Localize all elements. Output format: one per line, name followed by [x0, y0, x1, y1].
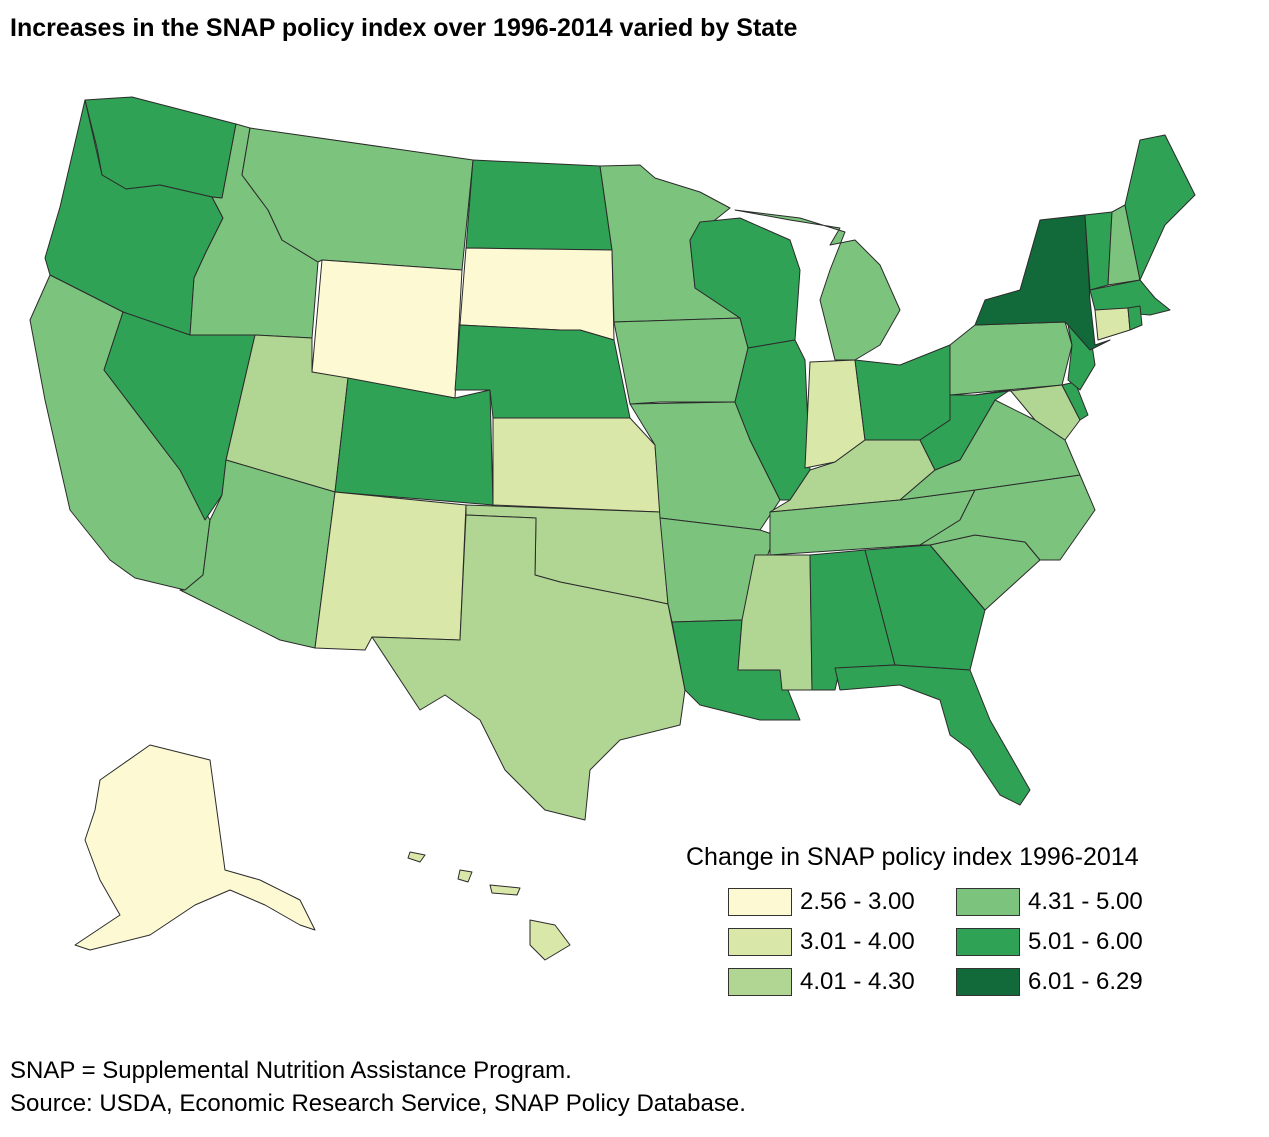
legend-item: 4.31 - 5.00	[956, 887, 1143, 917]
state-hi[interactable]	[407, 851, 571, 961]
state-fl[interactable]	[834, 664, 1031, 806]
legend: Change in SNAP policy index 1996-2014 2.…	[686, 843, 1143, 996]
legend-swatch	[956, 928, 1020, 956]
state-ri[interactable]	[1127, 305, 1143, 331]
legend-label: 4.01 - 4.30	[800, 968, 915, 995]
legend-swatch	[956, 968, 1020, 996]
legend-label: 5.01 - 6.00	[1028, 928, 1143, 955]
map-title: Increases in the SNAP policy index over …	[10, 14, 798, 42]
state-nc[interactable]	[919, 474, 1096, 561]
state-ak[interactable]	[74, 744, 316, 951]
state-nm[interactable]	[314, 491, 467, 651]
legend-swatch	[728, 968, 792, 996]
state-tx[interactable]	[371, 514, 686, 821]
footnote: SNAP = Supplemental Nutrition Assistance…	[10, 1057, 572, 1084]
state-co[interactable]	[334, 377, 494, 506]
state-oh[interactable]	[854, 344, 951, 441]
state-me[interactable]	[1124, 134, 1196, 281]
state-mt[interactable]	[241, 127, 474, 271]
legend-swatch	[728, 928, 792, 956]
legend-item: 4.01 - 4.30	[728, 967, 915, 997]
legend-label: 3.01 - 4.00	[800, 928, 915, 955]
source-note: Source: USDA, Economic Research Service,…	[10, 1090, 746, 1117]
state-ct[interactable]	[1094, 307, 1131, 341]
state-ks[interactable]	[492, 417, 661, 513]
state-de[interactable]	[1061, 381, 1089, 421]
legend-item: 5.01 - 6.00	[956, 927, 1143, 957]
legend-item: 6.01 - 6.29	[956, 967, 1143, 997]
state-ia[interactable]	[613, 317, 749, 405]
legend-swatch	[956, 888, 1020, 916]
state-ny[interactable]	[974, 214, 1111, 351]
legend-swatch	[728, 888, 792, 916]
state-mi[interactable]	[734, 209, 901, 361]
legend-label: 4.31 - 5.00	[1028, 888, 1143, 915]
state-pa[interactable]	[949, 321, 1073, 396]
legend-label: 6.01 - 6.29	[1028, 968, 1143, 995]
state-nd[interactable]	[465, 159, 613, 251]
state-ga[interactable]	[864, 544, 986, 671]
legend-item: 3.01 - 4.00	[728, 927, 915, 957]
legend-item: 2.56 - 3.00	[728, 887, 915, 917]
legend-label: 2.56 - 3.00	[800, 888, 915, 915]
legend-title: Change in SNAP policy index 1996-2014	[686, 843, 1139, 871]
